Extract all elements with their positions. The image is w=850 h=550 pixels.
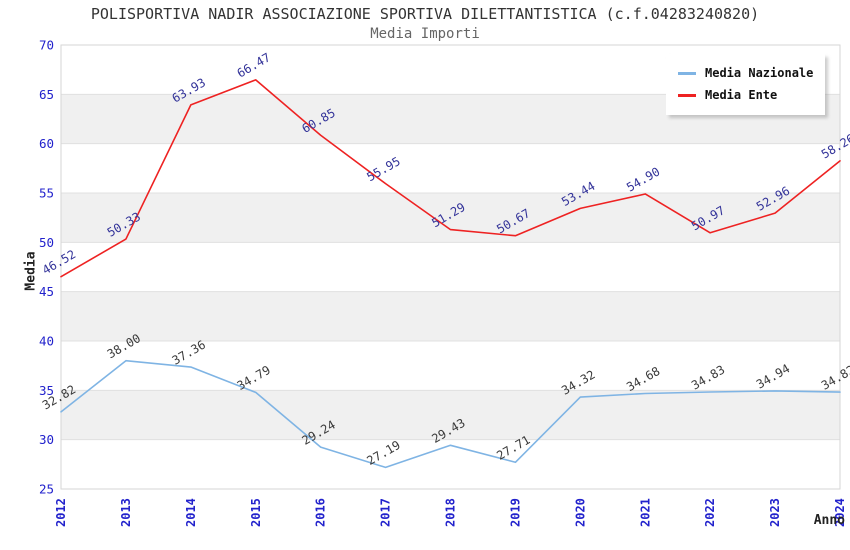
x-tick-label: 2020 [573, 498, 587, 527]
y-tick-label: 35 [39, 383, 54, 398]
y-tick-label: 30 [39, 432, 54, 447]
x-tick-label: 2019 [508, 498, 522, 527]
media-nazionale-swatch-icon [678, 71, 696, 75]
series-line [60, 79, 841, 278]
y-tick-label: 45 [39, 284, 54, 299]
data-label: 55.95 [364, 154, 402, 184]
x-axis-title: Anno [813, 513, 845, 528]
y-tick-label: 65 [39, 87, 54, 102]
plot-band [61, 390, 840, 440]
data-label: 34.82 [819, 363, 850, 393]
legend-item-media-nazionale: Media Nazionale [678, 62, 813, 84]
legend-item-media-ente: Media Ente [678, 84, 813, 106]
data-label: 34.79 [235, 363, 273, 393]
data-label: 34.83 [689, 362, 727, 392]
chart-title: POLISPORTIVA NADIR ASSOCIAZIONE SPORTIVA… [90, 5, 760, 23]
plot-band [61, 291, 840, 341]
data-label: 54.90 [624, 164, 662, 194]
x-tick-label: 2015 [249, 498, 263, 527]
x-tick-label: 2022 [703, 498, 717, 527]
series-line [60, 359, 841, 469]
data-label: 37.36 [170, 337, 208, 367]
x-tick-label: 2024 [833, 498, 847, 527]
legend-label: Media Ente [705, 88, 778, 102]
plot-border [60, 44, 841, 490]
data-label: 34.94 [754, 361, 792, 391]
x-tick-label: 2014 [184, 498, 198, 527]
y-tick-label: 70 [39, 38, 54, 53]
y-axis-title: Media [23, 251, 39, 291]
y-tick-label: 55 [39, 186, 54, 201]
plot-band [61, 193, 840, 243]
data-label: 46.52 [40, 247, 78, 277]
y-tick-label: 50 [39, 235, 54, 250]
x-tick-label: 2012 [54, 498, 68, 527]
data-label: 66.47 [235, 50, 273, 80]
x-tick-label: 2016 [314, 498, 328, 527]
x-tick-label: 2013 [119, 498, 133, 527]
x-tick-label: 2017 [379, 498, 393, 527]
legend-label: Media Nazionale [705, 66, 814, 80]
y-tick-label: 25 [39, 482, 54, 497]
chart-subtitle: Media Importi [370, 26, 480, 42]
x-tick-label: 2023 [768, 498, 782, 527]
data-label: 34.68 [624, 364, 662, 394]
x-tick-label: 2021 [638, 498, 652, 527]
x-tick-label: 2018 [444, 498, 458, 527]
media-ente-swatch-icon [678, 93, 696, 97]
y-tick-label: 60 [39, 136, 54, 151]
legend: Media Nazionale Media Ente [666, 54, 826, 115]
y-tick-label: 40 [39, 334, 54, 349]
